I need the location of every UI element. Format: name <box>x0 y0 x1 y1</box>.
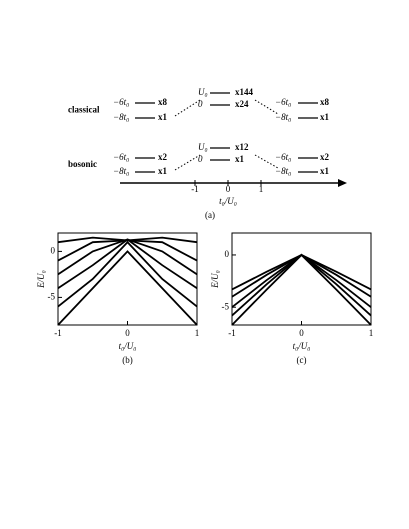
level-energy: −6t₀ <box>113 152 129 162</box>
row-label: classical <box>68 105 100 115</box>
y-tick-label: -5 <box>222 301 230 311</box>
level-energy: 0 <box>198 154 203 164</box>
axis-arrow <box>338 179 347 187</box>
axis-tick-label: 1 <box>259 184 264 194</box>
x-tick-label: 0 <box>299 328 304 338</box>
row-label: bosonic <box>68 159 97 169</box>
level-energy: −6t₀ <box>113 97 129 107</box>
x-tick-label: 1 <box>195 328 200 338</box>
level-energy: −6t₀ <box>275 152 291 162</box>
y-tick-label: -5 <box>48 291 56 301</box>
level-count: x1 <box>320 112 330 122</box>
curve <box>231 253 372 326</box>
caption: (a) <box>205 210 215 220</box>
level-energy: U₀ <box>198 87 208 97</box>
x-axis-label: t₀/U₀ <box>293 341 311 351</box>
level-energy: 0 <box>198 99 203 109</box>
level-energy: −8t₀ <box>113 112 129 122</box>
level-energy: −8t₀ <box>275 166 291 176</box>
curve <box>57 240 198 308</box>
level-count: x1 <box>158 112 168 122</box>
level-count: x144 <box>235 87 254 97</box>
y-axis-label: E/U₀ <box>210 270 220 289</box>
y-tick-label: 0 <box>51 245 56 255</box>
x-tick-label: -1 <box>228 328 236 338</box>
curve <box>57 250 198 326</box>
connector <box>254 154 279 169</box>
caption: (c) <box>297 355 307 365</box>
plot-frame <box>57 232 198 326</box>
level-count: x2 <box>320 152 330 162</box>
x-axis-label: t₀/U₀ <box>119 341 137 351</box>
level-energy: −8t₀ <box>275 112 291 122</box>
y-axis-label: E/U₀ <box>36 270 46 289</box>
connector <box>254 99 279 115</box>
x-tick-label: 0 <box>125 328 130 338</box>
caption: (b) <box>122 355 133 365</box>
level-count: x1 <box>320 166 330 176</box>
level-count: x8 <box>320 97 330 107</box>
curve <box>231 253 372 308</box>
level-energy: −8t₀ <box>113 166 129 176</box>
x-tick-label: 1 <box>369 328 374 338</box>
level-energy: U₀ <box>198 142 208 152</box>
y-tick-label: 0 <box>225 249 230 259</box>
curve <box>231 253 372 317</box>
axis-label: t₀/U₀ <box>219 196 237 206</box>
axis-tick-label: 0 <box>226 184 231 194</box>
level-count: x1 <box>158 166 168 176</box>
level-energy: −6t₀ <box>275 97 291 107</box>
curve <box>57 236 198 244</box>
level-count: x8 <box>158 97 168 107</box>
curve <box>57 238 198 289</box>
connector <box>174 99 201 117</box>
level-count: x1 <box>235 154 245 164</box>
x-tick-label: -1 <box>54 328 62 338</box>
level-count: x12 <box>235 142 249 152</box>
level-count: x2 <box>158 152 168 162</box>
connector <box>174 154 201 171</box>
axis-tick-label: -1 <box>191 184 199 194</box>
curve <box>57 238 198 276</box>
level-count: x24 <box>235 99 249 109</box>
